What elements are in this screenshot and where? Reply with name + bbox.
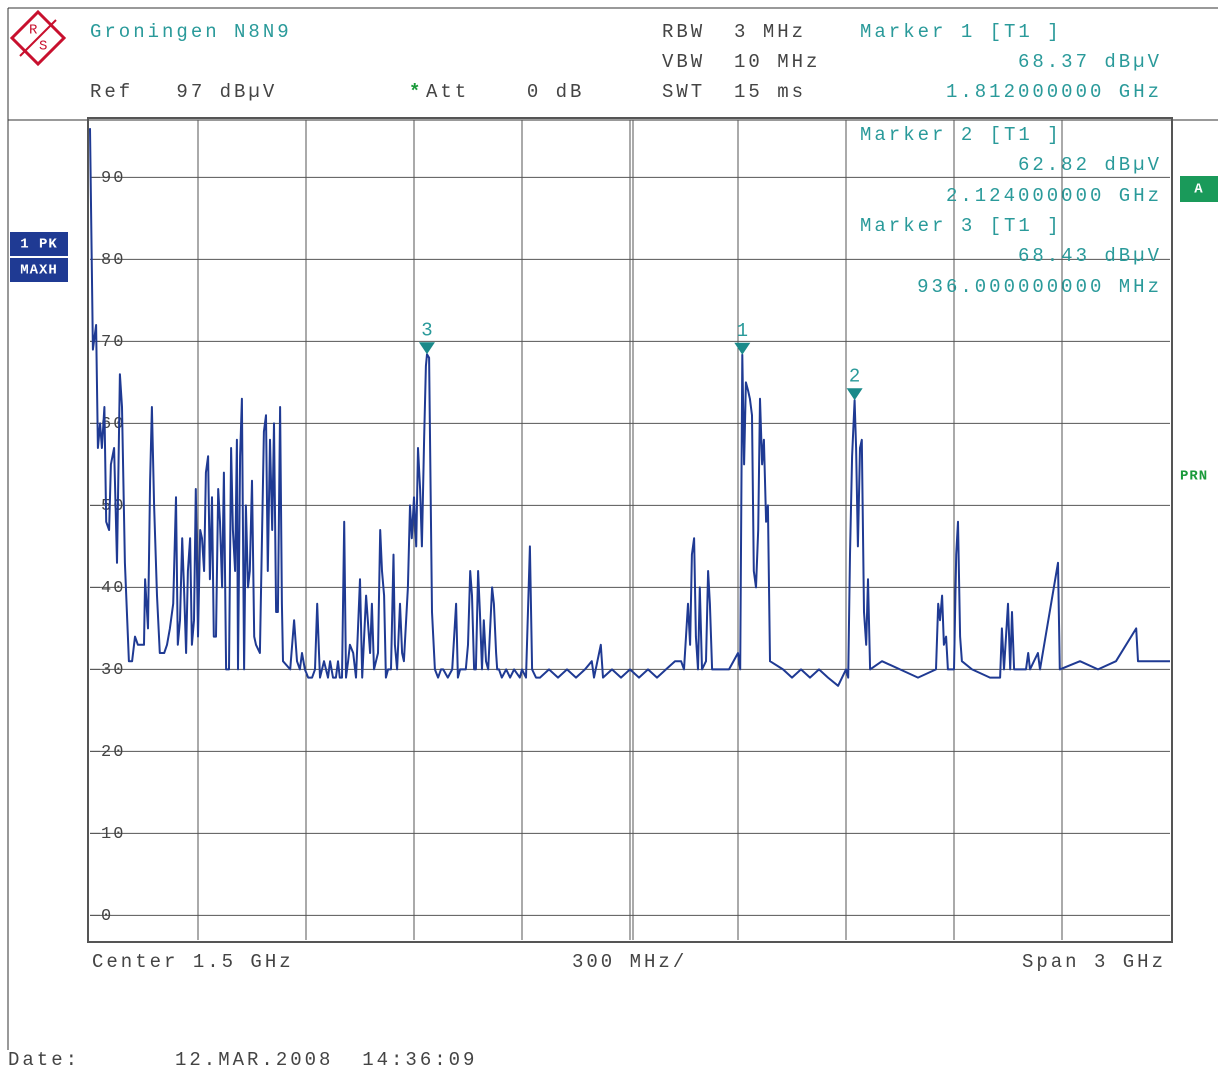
marker-number: 3 bbox=[421, 319, 432, 341]
logo-slash bbox=[19, 19, 57, 57]
marker-frequency: 2.124000000 GHz bbox=[946, 185, 1162, 207]
trace-badge bbox=[10, 232, 68, 256]
logo-s: S bbox=[39, 39, 47, 55]
marker-frequency: 936.000000000 MHz bbox=[917, 276, 1162, 298]
y-tick-label: 30 bbox=[101, 661, 125, 680]
freq-per-div: 300 MHz/ bbox=[572, 951, 687, 973]
rbw: RBW 3 MHz bbox=[662, 21, 806, 43]
logo: R S bbox=[9, 9, 67, 67]
center-freq: Center 1.5 GHz bbox=[92, 951, 294, 973]
marker-triangle bbox=[846, 388, 863, 401]
marker-level: 68.43 dBµV bbox=[1018, 245, 1162, 267]
y-tick-label: 80 bbox=[101, 251, 125, 270]
marker-title: Marker 3 [T1 ] bbox=[860, 215, 1062, 237]
date-label: Date: bbox=[8, 1049, 80, 1071]
sweep-time: SWT 15 ms bbox=[662, 81, 806, 103]
marker-number: 1 bbox=[737, 320, 748, 342]
marker-level: 62.82 dBµV bbox=[1018, 154, 1162, 176]
y-tick-label: 10 bbox=[101, 825, 125, 844]
y-tick-label: 90 bbox=[101, 169, 125, 188]
y-tick-label: 60 bbox=[101, 415, 125, 434]
mode-badge bbox=[10, 258, 68, 282]
marker-title: Marker 2 [T1 ] bbox=[860, 124, 1062, 146]
plot-frame bbox=[87, 117, 1173, 943]
attenuation: Att 0 dB bbox=[426, 81, 584, 103]
y-tick-label: 50 bbox=[101, 497, 125, 516]
ref-level: Ref 97 dBµV bbox=[90, 81, 277, 103]
screen-badge bbox=[1180, 176, 1218, 202]
marker-number: 2 bbox=[849, 365, 860, 387]
marker-level: 68.37 dBµV bbox=[1018, 51, 1162, 73]
span: Span 3 GHz bbox=[1022, 951, 1166, 973]
title: Groningen N8N9 bbox=[90, 21, 292, 43]
marker-triangle bbox=[734, 342, 751, 355]
date: 12.MAR.2008 14:36:09 bbox=[175, 1049, 477, 1071]
y-tick-label: 40 bbox=[101, 579, 125, 598]
mode-badge-text: MAXH bbox=[20, 263, 58, 279]
trace bbox=[89, 128, 1170, 687]
y-tick-label: 20 bbox=[101, 743, 125, 762]
prn-label: PRN bbox=[1180, 469, 1208, 485]
marker-triangle bbox=[418, 342, 435, 355]
vbw: VBW 10 MHz bbox=[662, 51, 820, 73]
screen-badge-text: A bbox=[1194, 182, 1203, 198]
att-star: * bbox=[409, 81, 423, 103]
marker-title: Marker 1 [T1 ] bbox=[860, 21, 1062, 43]
y-tick-label: 70 bbox=[101, 333, 125, 352]
trace-badge-text: 1 PK bbox=[20, 237, 58, 253]
y-tick-label: 0 bbox=[101, 907, 113, 926]
marker-frequency: 1.812000000 GHz bbox=[946, 81, 1162, 103]
logo-r: R bbox=[29, 23, 38, 39]
